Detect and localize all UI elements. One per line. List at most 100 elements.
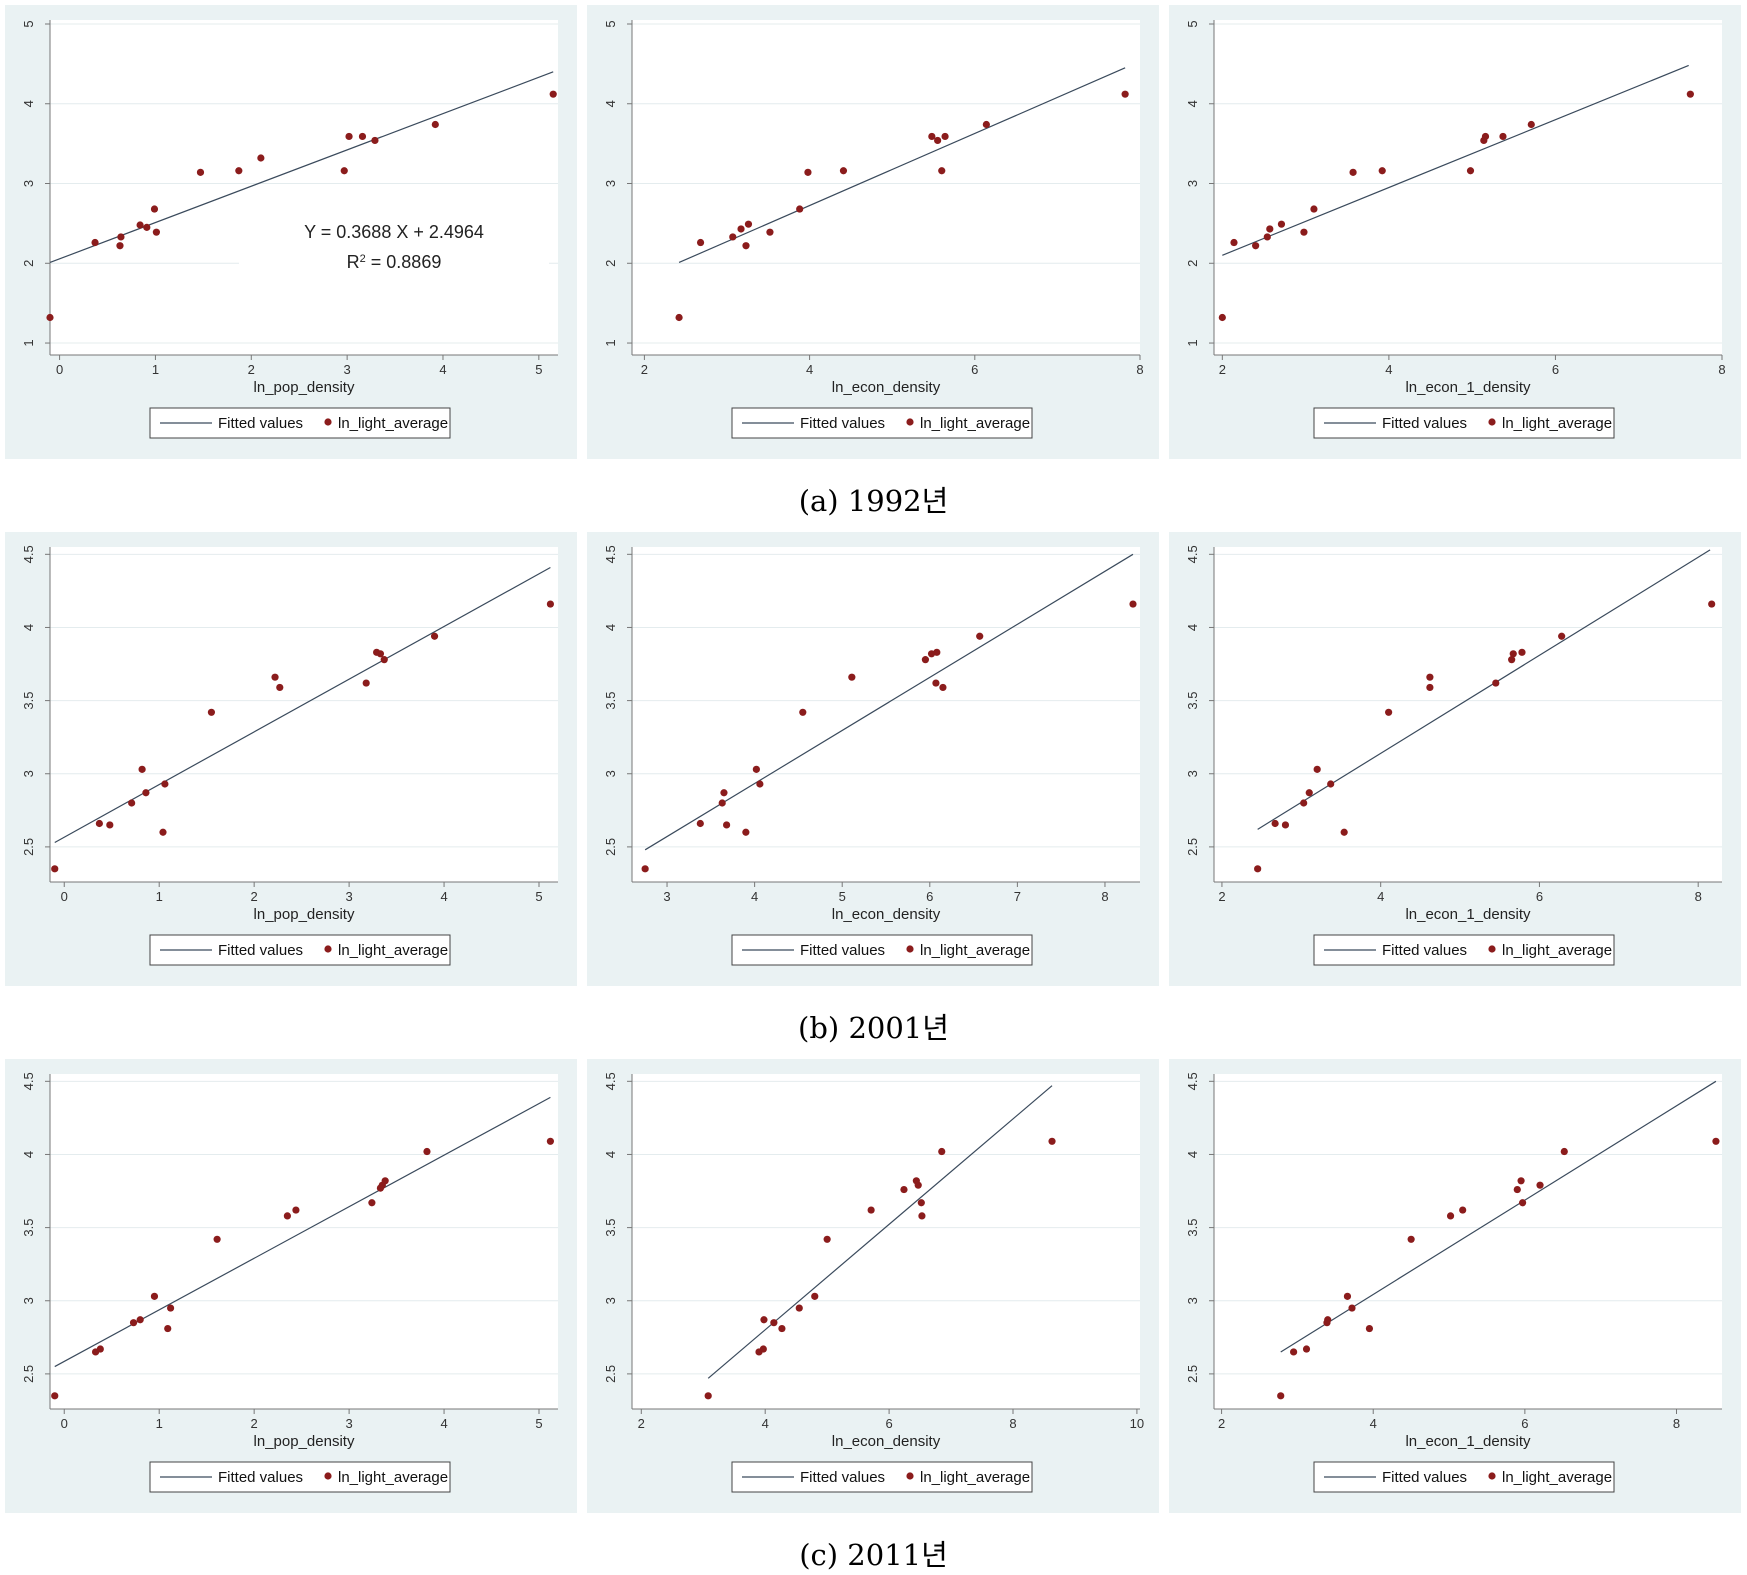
data-point (46, 313, 54, 322)
data-point (867, 1206, 875, 1214)
legend-marker-label: ln_light_average (1502, 415, 1612, 432)
x-tick-label: 1 (152, 362, 159, 377)
chart-panel: 1 2 3 4 5 2 4 6 8 ln_econ_density Fitted values ln_… (587, 5, 1159, 459)
legend-marker-label: ln_light_average (920, 942, 1030, 959)
x-tick-label: 4 (439, 362, 446, 377)
data-point (376, 650, 385, 658)
scatter-plot-svg: 2.5 3 3.5 4 4.5 2 4 6 8 ln_econ_1_density Fitted v… (1185, 1072, 1722, 1493)
data-point (932, 679, 940, 687)
data-point (976, 632, 984, 640)
caption-2011: (c) 2011년 (799, 1538, 948, 1572)
x-tick-label: 0 (61, 889, 68, 904)
plot-area (50, 20, 558, 355)
x-tick-label: 6 (926, 889, 933, 904)
y-tick-label: 3 (1185, 180, 1200, 187)
scatter-plot-svg: 2.5 3 3.5 4 4.5 0 1 2 3 4 5 ln_pop_density Fitted va… (21, 545, 558, 966)
chart-panel: 2.5 3 3.5 4 4.5 0 1 2 3 4 5 ln_pop_density Fitted va… (5, 532, 577, 986)
chart-panel: 2.5 3 3.5 4 4.5 2 4 6 8 ln_econ_1_density Fitted v… (1169, 1059, 1741, 1513)
chart-panel: 2.5 3 3.5 4 4.5 3 4 5 6 7 8 ln_econ_density Fitted v… (587, 532, 1159, 986)
data-point (257, 154, 265, 162)
y-tick-label: 2 (603, 260, 618, 267)
data-point (380, 656, 388, 664)
data-point (1459, 1206, 1467, 1214)
data-point (1313, 765, 1321, 773)
data-point (1365, 1324, 1374, 1333)
data-point (720, 789, 728, 797)
data-point (1252, 242, 1260, 250)
legend-marker-label: ln_light_average (338, 1469, 448, 1486)
data-point (1446, 1212, 1455, 1220)
legend-marker-swatch (324, 1472, 332, 1480)
x-tick-label: 4 (1370, 1416, 1377, 1431)
x-tick-label: 5 (839, 889, 846, 904)
data-point (271, 673, 279, 681)
y-tick-label: 4 (603, 100, 618, 107)
data-point (207, 708, 216, 716)
y-tick-label: 4 (21, 1151, 36, 1158)
fitted-line (49, 71, 554, 264)
y-tick-label: 2.5 (1185, 1365, 1200, 1383)
y-tick-label: 3 (1185, 770, 1200, 777)
y-tick-label: 4.5 (1185, 1072, 1200, 1090)
data-point (1560, 1147, 1568, 1156)
x-tick-label: 8 (1695, 889, 1702, 904)
y-tick-label: 3 (21, 180, 36, 187)
legend-marker-label: ln_light_average (1502, 942, 1612, 959)
legend: Fitted values ln_light_average (1313, 407, 1615, 439)
chart-panel: 1 2 3 4 5 0 1 2 3 4 5 ln_pop_density Y = 0.3688 X + … (5, 5, 577, 459)
y-tick-label: 4 (21, 624, 36, 631)
data-point (431, 120, 439, 129)
x-axis-title: ln_econ_density (832, 379, 941, 396)
x-axis-title: ln_econ_1_density (1405, 379, 1531, 396)
data-point (1513, 1185, 1521, 1194)
y-tick-label: 2 (1185, 260, 1200, 267)
data-point (1712, 1137, 1720, 1145)
legend: Fitted values ln_light_average (1313, 1461, 1615, 1493)
data-point (95, 819, 103, 828)
data-point (142, 789, 150, 797)
data-point (1263, 233, 1271, 241)
data-point (164, 1324, 172, 1333)
x-axis-title: ln_econ_density (832, 906, 941, 923)
r-squared-label: R2 = 0.8869 (347, 252, 442, 272)
data-point (1385, 708, 1393, 716)
y-tick-label: 3 (603, 1297, 618, 1304)
data-point (1300, 228, 1308, 236)
x-tick-label: 4 (806, 362, 813, 377)
data-point (823, 1235, 831, 1243)
data-point (51, 1392, 59, 1400)
data-point (696, 238, 705, 247)
x-tick-label: 1 (156, 1416, 163, 1431)
y-tick-label: 1 (21, 339, 36, 346)
y-tick-label: 4 (1185, 624, 1200, 631)
y-tick-label: 3.5 (21, 692, 36, 710)
legend-line-label: Fitted values (800, 1469, 885, 1486)
y-tick-label: 4 (603, 1151, 618, 1158)
data-point (358, 132, 367, 141)
y-tick-label: 3.5 (1185, 1219, 1200, 1237)
data-point (1517, 1177, 1525, 1185)
plot-area (50, 547, 558, 882)
y-tick-label: 2.5 (21, 838, 36, 856)
legend-marker-swatch (906, 945, 914, 953)
y-tick-label: 3.5 (1185, 692, 1200, 710)
y-tick-label: 4.5 (21, 1072, 36, 1090)
data-point (1407, 1235, 1415, 1243)
x-tick-label: 3 (345, 1416, 352, 1431)
data-point (276, 683, 284, 692)
data-point (1271, 819, 1279, 828)
data-point (704, 1392, 712, 1400)
data-point (917, 1199, 925, 1207)
x-tick-label: 2 (641, 362, 648, 377)
data-point (1499, 132, 1507, 141)
data-point (939, 683, 947, 692)
chart-panel: 1 2 3 4 5 2 4 6 8 ln_econ_1_density Fitted values l… (1169, 5, 1741, 459)
legend-marker-label: ln_light_average (338, 942, 448, 959)
data-point (345, 132, 353, 141)
data-point (737, 225, 745, 233)
data-point (766, 228, 774, 236)
x-tick-label: 6 (971, 362, 978, 377)
x-tick-label: 8 (1009, 1416, 1016, 1431)
caption-2001: (b) 2001년 (798, 1011, 949, 1045)
data-point (1277, 220, 1286, 228)
